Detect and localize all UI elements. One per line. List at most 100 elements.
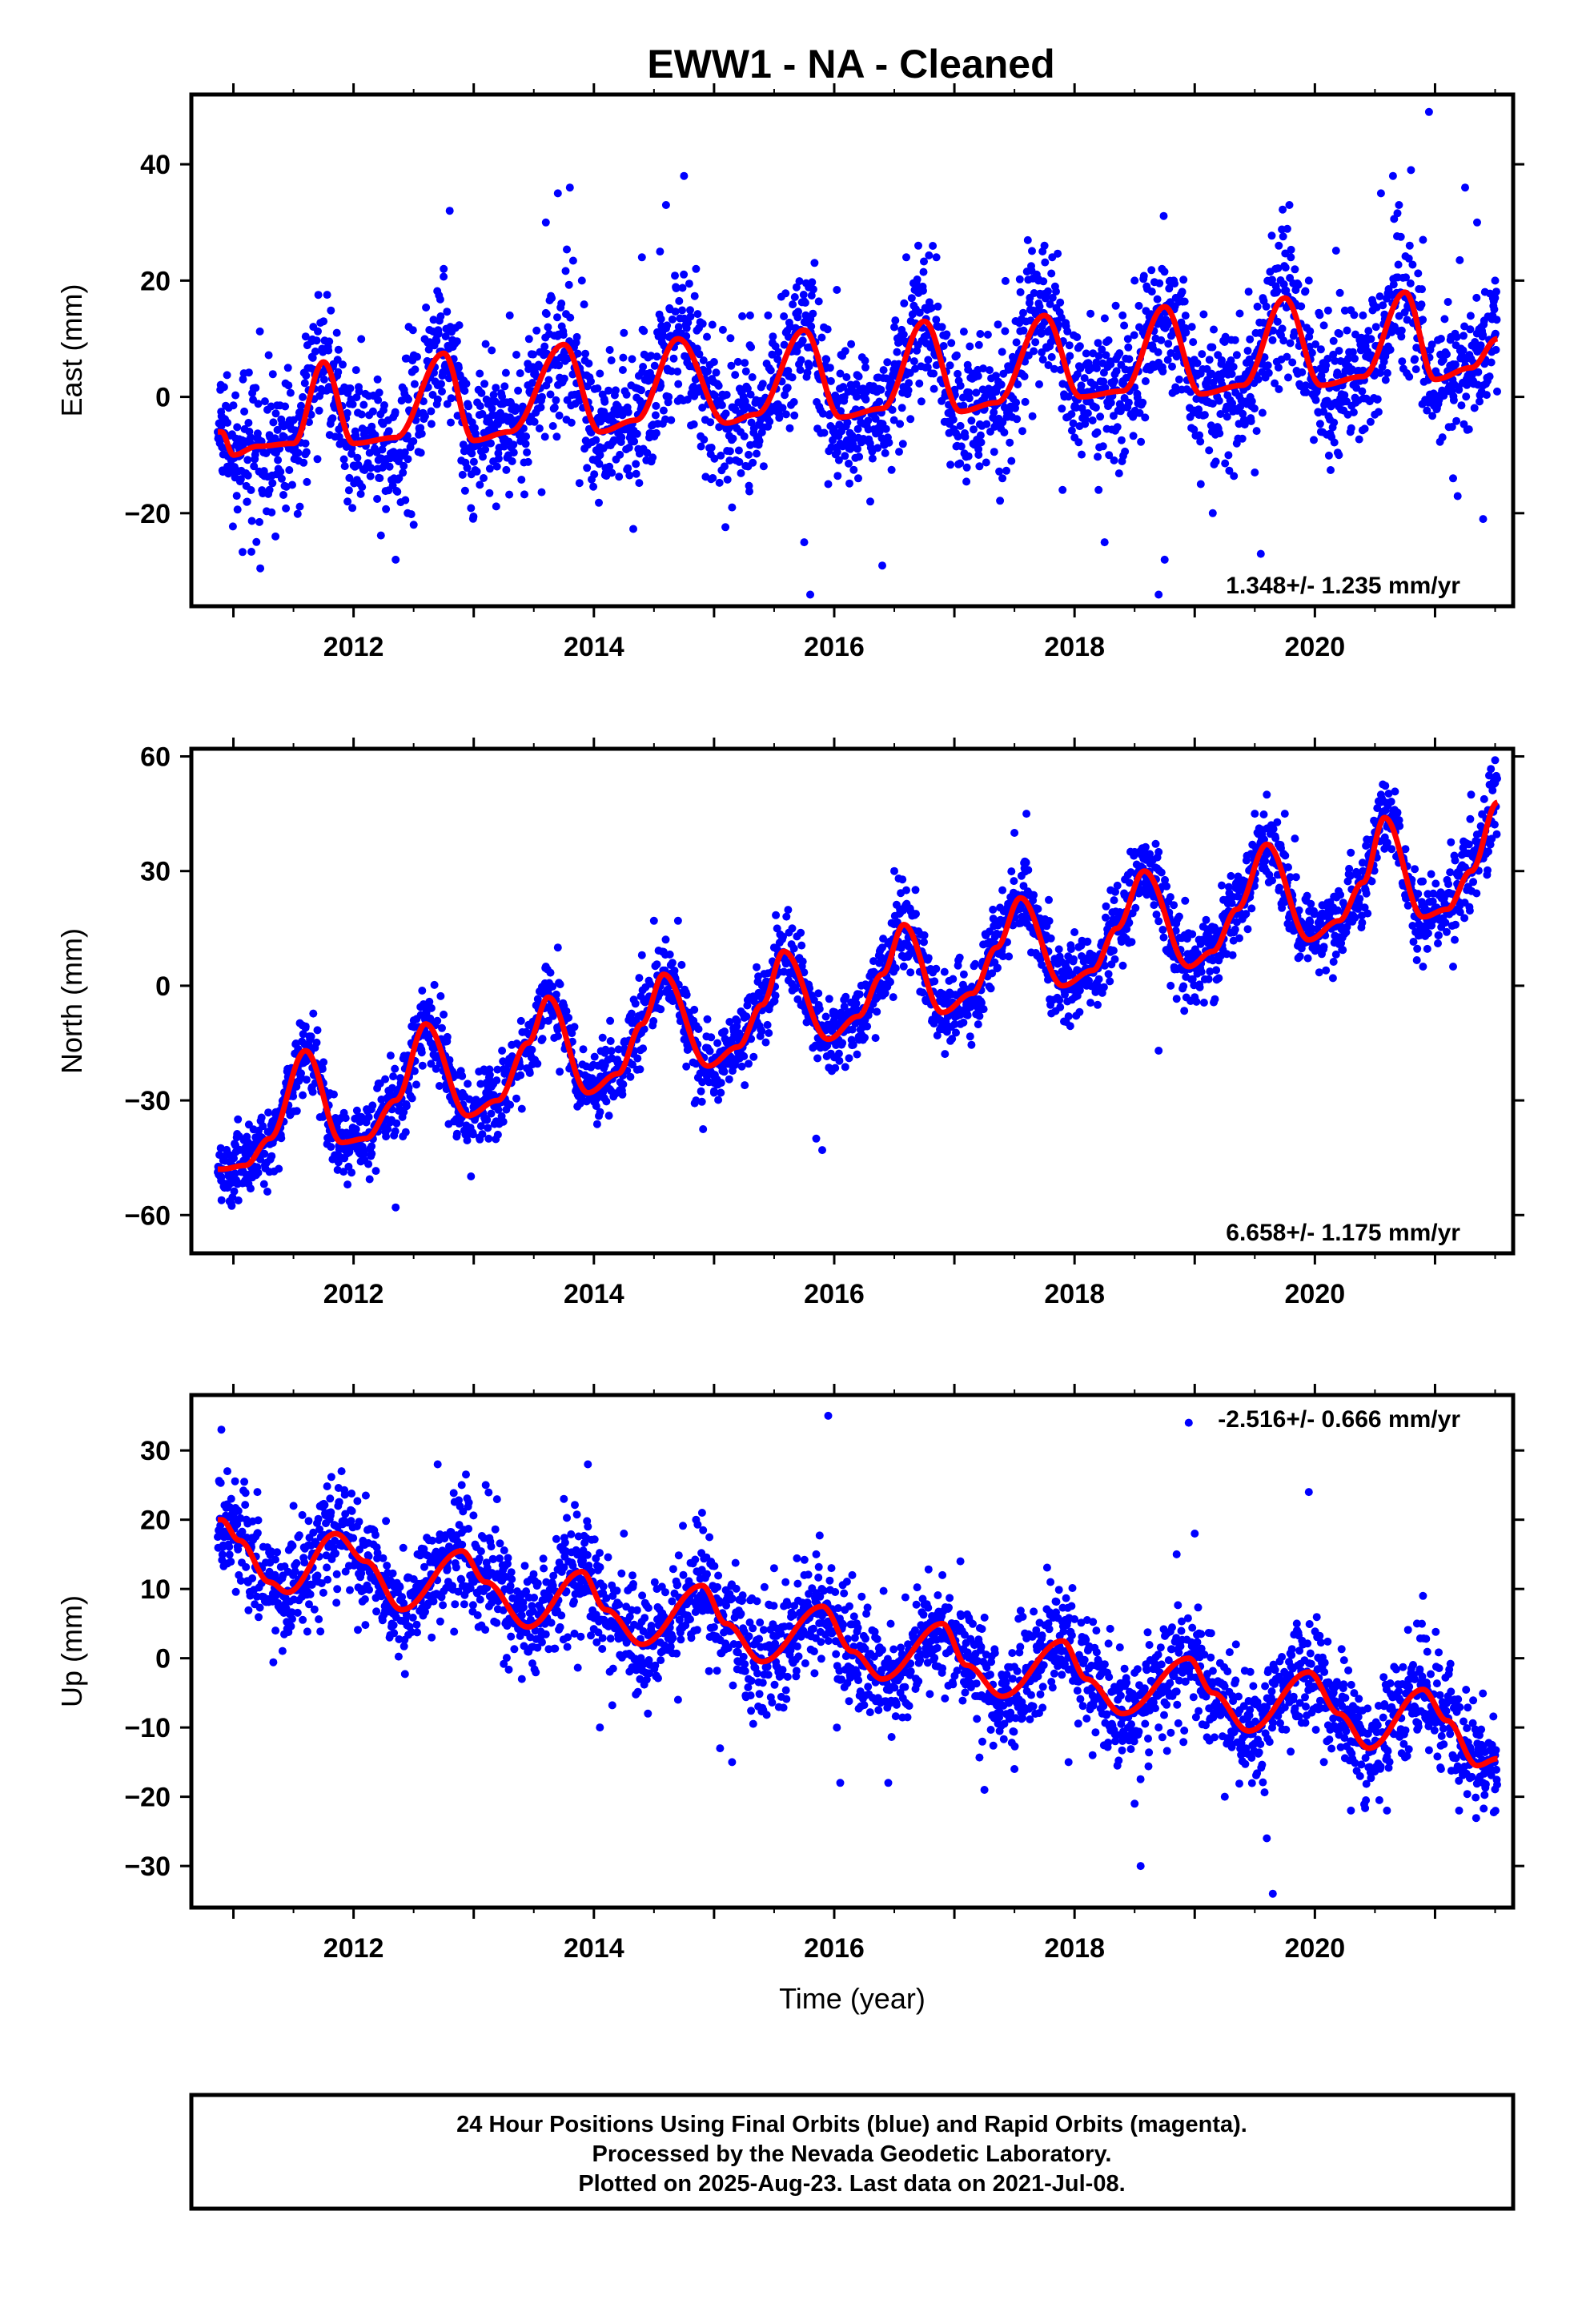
data-point bbox=[229, 401, 238, 410]
data-point bbox=[433, 1016, 442, 1025]
data-point bbox=[782, 912, 791, 921]
data-point bbox=[748, 373, 757, 381]
data-point bbox=[845, 479, 853, 488]
data-point bbox=[864, 416, 873, 425]
data-point bbox=[1124, 398, 1133, 407]
data-point bbox=[587, 377, 595, 386]
data-point bbox=[256, 564, 265, 573]
data-point bbox=[409, 437, 418, 445]
data-point bbox=[1196, 480, 1205, 489]
data-point bbox=[289, 416, 298, 424]
data-point bbox=[1397, 326, 1406, 335]
data-point bbox=[899, 330, 908, 339]
data-point bbox=[1466, 325, 1475, 334]
data-point bbox=[1343, 326, 1351, 335]
data-point bbox=[871, 414, 880, 423]
data-point bbox=[998, 348, 1006, 356]
data-point bbox=[285, 466, 294, 474]
data-point bbox=[358, 483, 367, 492]
data-point bbox=[1493, 387, 1501, 396]
data-point bbox=[1395, 201, 1403, 209]
data-point bbox=[1189, 338, 1198, 347]
data-point bbox=[323, 291, 331, 300]
data-point bbox=[861, 1033, 869, 1042]
data-point bbox=[480, 380, 489, 388]
data-point bbox=[875, 427, 884, 436]
data-point bbox=[536, 403, 545, 412]
data-point bbox=[1044, 361, 1053, 369]
data-point bbox=[404, 509, 412, 517]
data-point bbox=[1221, 459, 1230, 468]
data-point bbox=[346, 384, 355, 392]
data-point bbox=[509, 448, 518, 457]
data-point bbox=[521, 440, 530, 448]
data-point bbox=[632, 429, 641, 438]
data-point bbox=[1098, 442, 1107, 451]
data-point bbox=[347, 449, 356, 458]
data-point bbox=[1323, 306, 1332, 315]
data-point bbox=[924, 356, 933, 364]
data-point bbox=[781, 289, 790, 298]
data-point bbox=[877, 385, 885, 394]
data-point bbox=[1492, 316, 1501, 324]
data-point bbox=[994, 963, 1002, 972]
data-point bbox=[556, 1068, 564, 1076]
data-point bbox=[1205, 356, 1214, 364]
data-point bbox=[707, 1033, 716, 1042]
data-point bbox=[835, 1056, 844, 1065]
data-point bbox=[1070, 928, 1079, 936]
data-point bbox=[1142, 282, 1151, 291]
data-point bbox=[671, 271, 679, 280]
data-point bbox=[351, 366, 360, 375]
data-point bbox=[458, 1072, 467, 1080]
data-point bbox=[990, 408, 998, 416]
data-point bbox=[656, 315, 665, 324]
data-point bbox=[1046, 300, 1054, 308]
data-point bbox=[351, 1125, 360, 1133]
data-point bbox=[505, 490, 514, 499]
data-point bbox=[422, 304, 431, 312]
data-point bbox=[592, 1120, 601, 1128]
data-point bbox=[607, 1047, 616, 1055]
data-point bbox=[723, 475, 732, 484]
data-point bbox=[1443, 298, 1452, 306]
data-point bbox=[974, 340, 983, 349]
data-point bbox=[1179, 275, 1188, 284]
data-point bbox=[618, 1090, 627, 1099]
data-point bbox=[593, 384, 602, 392]
data-point bbox=[487, 1109, 496, 1118]
data-point bbox=[962, 463, 971, 472]
data-point bbox=[975, 462, 984, 471]
data-point bbox=[713, 1039, 722, 1047]
data-point bbox=[596, 1108, 604, 1116]
data-point bbox=[1063, 327, 1072, 336]
data-point bbox=[351, 431, 360, 440]
data-point bbox=[733, 1017, 741, 1026]
data-point bbox=[411, 365, 420, 374]
data-point bbox=[548, 294, 556, 303]
data-point bbox=[745, 1059, 753, 1068]
data-point bbox=[1096, 412, 1105, 421]
data-point bbox=[243, 456, 252, 464]
y-tick-label: 40 bbox=[140, 150, 171, 180]
data-point bbox=[853, 444, 861, 453]
data-point bbox=[845, 459, 853, 468]
data-point bbox=[580, 300, 588, 309]
data-point bbox=[714, 1096, 723, 1104]
data-point bbox=[656, 247, 665, 256]
data-point bbox=[815, 1004, 824, 1013]
data-point bbox=[1208, 343, 1217, 352]
data-point bbox=[476, 402, 484, 411]
data-point bbox=[583, 464, 592, 472]
data-point bbox=[703, 332, 711, 341]
data-point bbox=[517, 476, 526, 484]
data-point bbox=[1019, 326, 1028, 335]
data-point bbox=[795, 277, 804, 286]
data-point bbox=[1329, 336, 1338, 345]
data-point bbox=[1419, 235, 1427, 244]
data-point bbox=[1419, 316, 1427, 324]
data-point bbox=[264, 1108, 273, 1117]
data-point bbox=[584, 359, 593, 368]
data-point bbox=[888, 405, 897, 414]
data-point bbox=[572, 332, 581, 341]
